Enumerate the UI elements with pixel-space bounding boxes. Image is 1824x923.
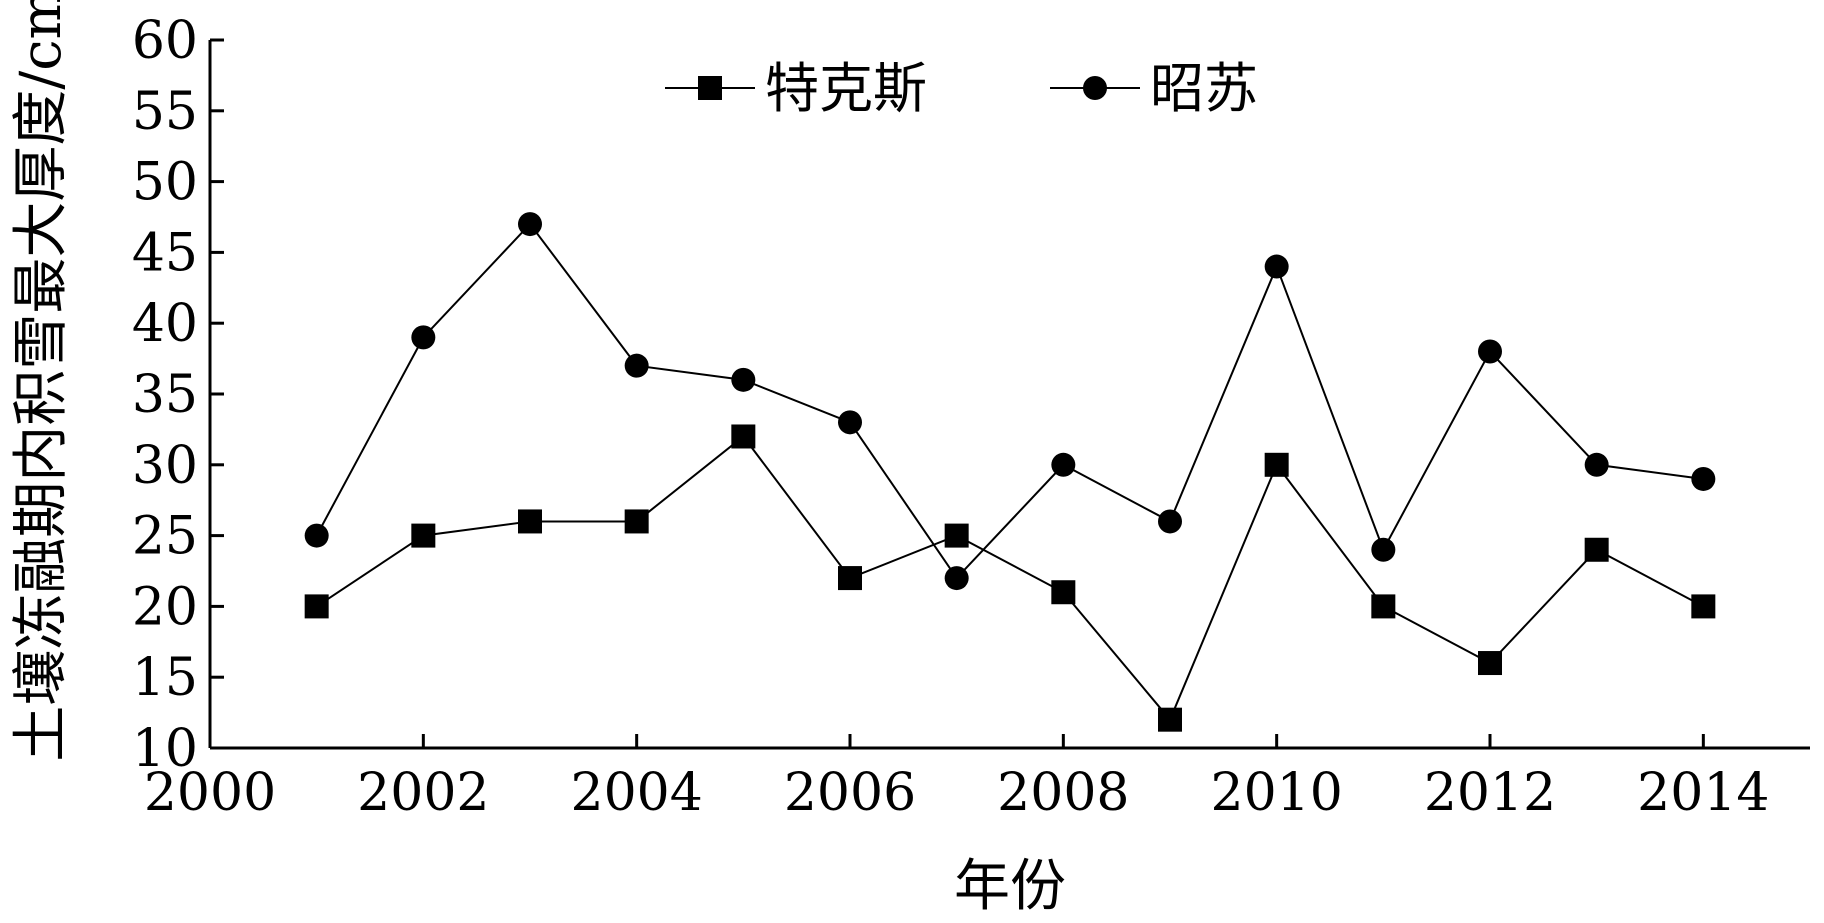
- y-tick-label: 35: [132, 365, 198, 425]
- y-tick-label: 10: [132, 719, 198, 779]
- square-marker: [411, 523, 436, 548]
- legend-item: 昭苏: [1050, 57, 1258, 120]
- legend: 特克斯 昭苏: [665, 57, 1258, 120]
- x-axis-title: 年份: [954, 854, 1066, 919]
- square-marker: [944, 523, 969, 548]
- square-marker: [1691, 594, 1716, 619]
- x-tick-label: 2012: [1424, 763, 1556, 823]
- x-tick-label: 2000: [144, 763, 276, 823]
- y-tick-label: 40: [132, 294, 198, 354]
- legend-label: 昭苏: [1150, 57, 1258, 120]
- circle-marker: [1584, 452, 1609, 477]
- y-tick-label: 20: [132, 577, 198, 637]
- square-marker: [1158, 707, 1182, 732]
- y-tick-label: 60: [132, 11, 198, 71]
- circle-marker: [1691, 466, 1716, 491]
- circle-marker: [1264, 254, 1289, 279]
- square-marker: [1051, 580, 1076, 605]
- series-1: [304, 424, 1716, 732]
- y-axis-title: 土壤冻融期内积雪最大厚度/cm: [9, 0, 74, 762]
- x-tick-label: 2006: [784, 763, 916, 823]
- y-tick-label: 50: [132, 153, 198, 213]
- x-tick-label: 2014: [1637, 763, 1769, 823]
- legend-square-marker: [698, 76, 722, 100]
- axes: [208, 40, 1810, 750]
- square-marker: [838, 566, 862, 591]
- square-marker: [1584, 537, 1609, 562]
- series-2: [304, 212, 1716, 591]
- circle-marker: [1051, 452, 1076, 477]
- circle-marker: [731, 367, 756, 392]
- square-marker: [731, 424, 756, 449]
- circle-marker: [944, 566, 969, 591]
- legend-item: 特克斯: [665, 57, 927, 120]
- legend-circle-marker: [1083, 76, 1107, 100]
- x-tick-label: 2008: [997, 763, 1129, 823]
- square-marker: [1371, 594, 1396, 619]
- x-tick-label: 2002: [357, 763, 489, 823]
- square-marker: [1264, 452, 1289, 477]
- series-line: [316, 435, 1704, 722]
- circle-marker: [1158, 509, 1182, 534]
- circle-marker: [838, 410, 862, 435]
- x-tick-label: 2010: [1210, 763, 1342, 823]
- y-tick-label: 15: [132, 648, 198, 708]
- circle-marker: [411, 325, 436, 350]
- y-tick-label: 45: [132, 223, 198, 283]
- y-axis-ticks: 10 15 20 25 30 35 40 45 50 55 60: [132, 11, 224, 779]
- legend-label: 特克斯: [765, 57, 927, 120]
- x-axis-ticks: 2000 2002 2004 2006 2008 2010 2012 2014: [144, 734, 1770, 823]
- series-line: [315, 222, 1704, 580]
- circle-marker: [1478, 339, 1502, 364]
- square-marker: [518, 509, 542, 534]
- y-tick-label: 25: [132, 507, 198, 567]
- circle-marker: [624, 353, 649, 378]
- y-tick-label: 55: [132, 82, 198, 142]
- series-layer: [304, 212, 1716, 732]
- circle-marker: [518, 212, 542, 237]
- circle-marker: [1371, 537, 1396, 562]
- square-marker: [624, 509, 649, 534]
- y-tick-label: 30: [132, 436, 198, 496]
- x-tick-label: 2004: [570, 763, 702, 823]
- square-marker: [1478, 651, 1502, 676]
- square-marker: [304, 594, 329, 619]
- circle-marker: [304, 523, 329, 548]
